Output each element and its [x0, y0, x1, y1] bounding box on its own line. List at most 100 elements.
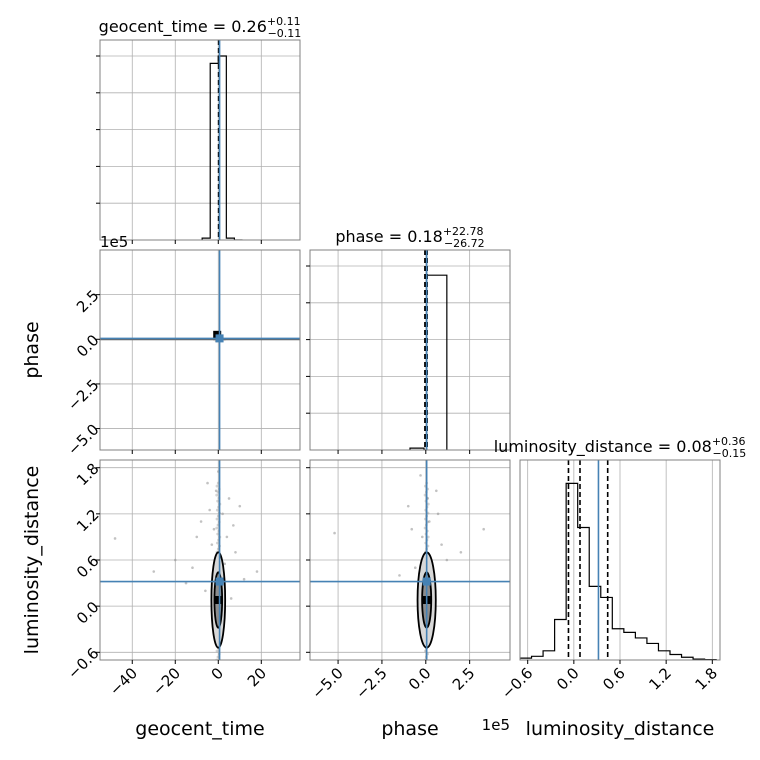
scatter-point — [423, 493, 427, 497]
scatter-point — [436, 512, 440, 516]
plot-area — [310, 250, 510, 450]
y-tick-label: −2.5 — [64, 376, 102, 414]
y-tick-label: −5.0 — [64, 420, 102, 458]
panel-luminosity_distance-vs-geocent_time: −40 −20 0 20 −0.6 0.0 0.6 1.2 1.8 geocent_time lum… — [21, 459, 301, 740]
x-tick-label: 20 — [244, 664, 270, 690]
panel-title: geocent_time = 0.26+0.11 −0.11 — [99, 15, 302, 40]
scatter-point — [216, 523, 220, 527]
title-eq: = — [208, 17, 232, 36]
title-eq: = — [384, 227, 408, 246]
truth-marker — [215, 577, 224, 586]
scatter-point — [482, 527, 485, 531]
panel-luminosity_distance-vs-phase: −5.0 −2.5 0.0 2.5 phase 1e5 — [306, 459, 511, 740]
y-tick-label: 0.0 — [73, 331, 103, 361]
histogram-outline — [520, 482, 717, 660]
scatter-point — [410, 527, 414, 531]
scatter-point — [199, 520, 203, 523]
truth-marker — [215, 334, 224, 343]
scatter-point — [225, 535, 229, 539]
scatter-point — [234, 551, 237, 554]
scatter-point — [426, 502, 430, 506]
plot-area — [520, 460, 717, 660]
scatter-point — [212, 527, 216, 531]
y-tick-label: 0.6 — [73, 552, 103, 582]
title-minus: −0.11 — [268, 27, 302, 40]
title-eq: = — [653, 437, 677, 456]
scatter-point — [221, 512, 224, 516]
scatter-point — [242, 577, 246, 581]
scatter-point — [204, 589, 207, 593]
scatter-point — [238, 504, 242, 508]
title-label: geocent_time — [99, 17, 208, 37]
title-plus: +22.78 — [443, 225, 484, 238]
scatter-point — [215, 526, 219, 530]
x-tick-label: −5.0 — [308, 664, 346, 702]
x-tick-label: 0.0 — [553, 664, 583, 694]
scatter-point — [406, 504, 410, 508]
scatter-point — [216, 490, 220, 494]
x-tick-label: 0.6 — [599, 664, 629, 694]
scatter-point — [426, 535, 430, 539]
scatter-point — [216, 655, 220, 659]
title-median: 0.26 — [231, 17, 267, 36]
scatter-point — [215, 508, 219, 512]
panel-frame — [309, 249, 511, 451]
scatter-point — [152, 570, 156, 573]
scatter-point — [215, 493, 219, 497]
truth-marker — [422, 577, 431, 586]
scatter-point — [210, 543, 214, 546]
panel-geocent_time-hist: geocent_time = 0.26+0.11 −0.11 — [96, 15, 301, 244]
title-plus: +0.36 — [712, 435, 746, 448]
x-tick-label: 0.0 — [405, 664, 435, 694]
scatter-point — [195, 535, 199, 539]
panel-luminosity_distance-hist: luminosity_distance = 0.08+0.36 −0.15 — [494, 435, 747, 664]
x-tick-label: −0.6 — [498, 664, 536, 702]
scatter-point — [459, 551, 463, 554]
y-tick-label: 1.2 — [73, 506, 103, 536]
scatter-point — [206, 481, 209, 485]
panel-title: phase = 0.18+22.78 −26.72 — [335, 225, 484, 250]
x-tick-label: −2.5 — [352, 664, 390, 702]
title-median: 0.18 — [407, 227, 443, 246]
scatter-point — [214, 489, 218, 493]
x-axis-label: phase — [381, 718, 438, 740]
scatter-point — [184, 581, 188, 585]
scatter-point — [419, 474, 422, 477]
scatter-point — [445, 558, 449, 562]
plot-area — [100, 40, 300, 240]
x-axis-label: geocent_time — [135, 718, 264, 740]
scatter-point — [423, 526, 427, 530]
scatter-point — [215, 649, 219, 653]
scatter-point — [216, 532, 220, 536]
scatter-point — [215, 484, 219, 488]
panel-frame — [99, 249, 301, 451]
scatter-point — [333, 531, 336, 535]
scatter-point — [413, 566, 417, 569]
scatter-point — [229, 597, 233, 600]
scatter-point — [223, 562, 227, 566]
panel-title: luminosity_distance = 0.08+0.36 −0.15 — [494, 435, 747, 460]
y-tick-label: 1.8 — [73, 460, 103, 490]
x-tick-label: 2.5 — [449, 664, 479, 694]
title-label: luminosity_distance — [494, 437, 653, 457]
scatter-point — [215, 541, 219, 545]
scatter-point — [435, 489, 438, 493]
y-axis-label: phase — [21, 321, 43, 378]
density-peak — [214, 596, 223, 604]
x-offset-label: 1e5 — [482, 716, 510, 734]
scatter-point — [208, 508, 211, 512]
y-offset-label: 1e5 — [100, 233, 128, 251]
scatter-point — [440, 543, 443, 546]
scatter-point — [113, 537, 117, 540]
scatter-point — [215, 517, 219, 521]
scatter-point — [191, 566, 194, 569]
panel-phase-vs-geocent_time: −5.0 −2.5 0.0 2.5 phase 1e5 — [21, 233, 301, 459]
panel-frame — [99, 39, 301, 241]
plot-area — [100, 250, 300, 450]
title-minus: −26.72 — [444, 237, 485, 250]
scatter-point — [420, 535, 424, 539]
scatter-point — [216, 499, 220, 503]
scatter-point — [173, 558, 177, 562]
x-tick-label: −20 — [149, 664, 184, 699]
